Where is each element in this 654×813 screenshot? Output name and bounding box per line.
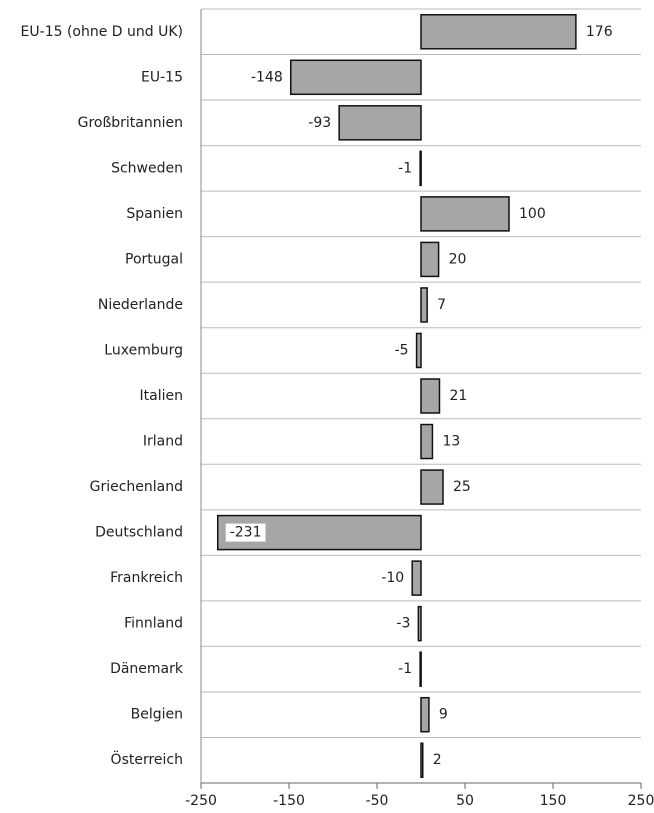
value-label: 2 [433,752,442,768]
y-tick-label: Dänemark [110,661,184,677]
value-label: -93 [308,115,331,131]
bar [420,287,428,323]
y-tick-label: Frankreich [110,570,183,586]
y-tick-label: Großbritannien [78,115,183,131]
value-label: -148 [251,69,283,85]
value-label: 9 [439,707,448,723]
y-tick-label: Belgien [131,707,183,723]
value-label: 13 [442,434,460,450]
bar [419,651,422,687]
y-tick-label: Irland [143,434,183,450]
bar [420,196,510,232]
bar [420,378,441,414]
y-tick-label: Luxemburg [104,342,183,358]
y-tick-label: Österreich [111,750,183,768]
x-tick-label: 250 [628,793,654,809]
value-label: 21 [449,388,467,404]
x-tick-label: 150 [540,793,567,809]
x-tick-label: 50 [456,793,474,809]
bar [419,150,422,187]
y-tick-label: Spanien [126,206,183,222]
bar [417,605,422,642]
y-tick-label: Deutschland [95,525,183,541]
y-tick-label: Portugal [125,251,183,267]
bar [290,59,422,96]
value-label: -1 [398,160,412,176]
value-label: 7 [437,297,446,313]
value-label: -1 [398,661,412,677]
x-tick-label: -250 [185,793,217,809]
y-tick-label: Niederlande [98,297,183,313]
value-label: -5 [395,342,409,358]
bar [411,560,422,596]
bar [420,14,577,50]
bar [420,469,444,505]
bar [420,241,440,278]
y-tick-label: EU-15 [141,69,183,85]
y-tick-label: EU-15 (ohne D und UK) [21,24,183,40]
bar [420,696,430,733]
x-tick-label: -50 [366,793,389,809]
y-tick-label: Italien [140,388,183,404]
value-label: -10 [381,570,404,586]
value-label: 25 [453,479,471,495]
bar [415,332,422,369]
y-tick-label: Griechenland [90,479,183,495]
value-label-background [225,523,266,542]
value-label: 100 [519,206,546,222]
value-label: 176 [586,24,613,40]
bar [338,105,422,141]
bar [420,742,424,778]
value-label: -231 [230,525,262,541]
value-label: -3 [396,616,410,632]
value-label: 20 [449,251,467,267]
x-tick-label: -150 [273,793,305,809]
y-tick-label: Schweden [111,160,183,176]
y-tick-label: Finnland [124,616,183,632]
bar [420,423,434,460]
